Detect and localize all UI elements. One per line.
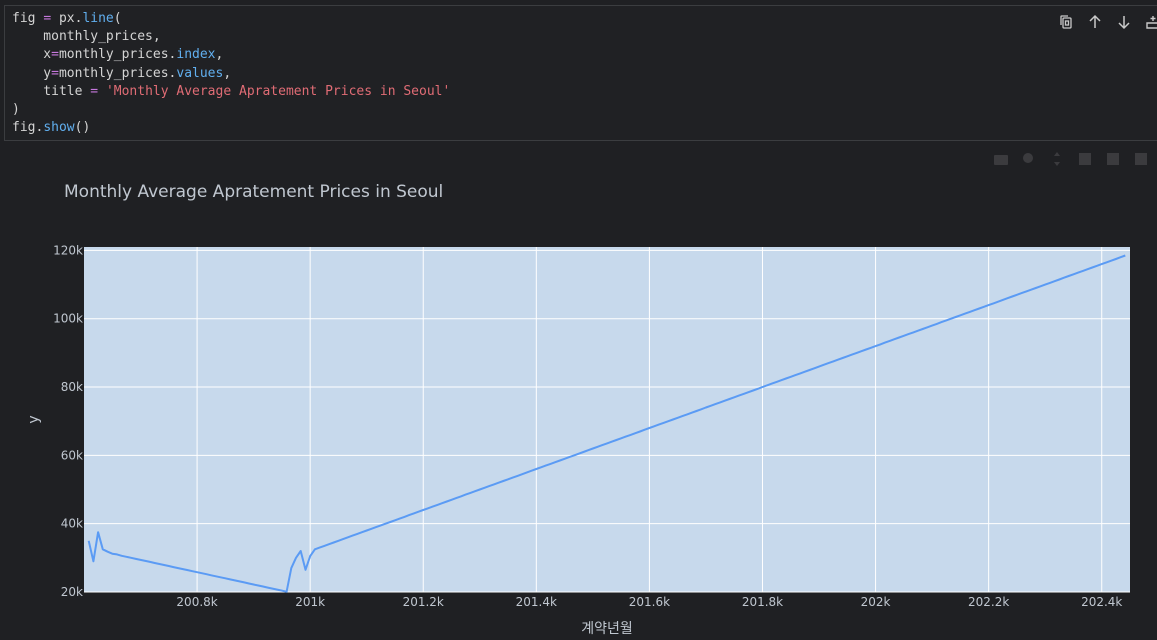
code-token: monthly_prices. [58,47,177,63]
x-tick-label: 202k [861,595,891,609]
autoscale-icon[interactable] [1133,151,1151,167]
plot-area [84,247,1130,592]
cell-output: 200.8k 201k 201.2k 201.4k 201.6k 201.8k 202k 20… [0,141,1157,640]
code-line: ) [12,101,450,119]
code-token: monthly_prices, [12,29,161,45]
code-token: line [82,11,114,26]
x-tick-label: 201.2k [403,595,444,609]
code-token: fig [12,11,44,26]
code-token: 'Monthly Average Apratement Prices in Se… [105,83,451,99]
code-token: , [215,47,224,63]
code-token: monthly_prices. [58,65,177,81]
code-token: = [90,83,99,99]
insert-below-icon[interactable] [1142,11,1157,32]
code-token: x [12,47,52,63]
arrow-up-icon[interactable] [1084,11,1105,32]
y-axis-title: y [26,415,42,423]
code-token: = [51,65,59,81]
zoom-icon[interactable] [1021,151,1039,167]
price-series-line [87,254,1126,593]
y-tick-label: 80k [61,380,83,394]
x-tick-label: 201.8k [742,595,783,609]
y-tick-label: 120k [53,243,83,257]
x-tick-label: 200.8k [176,595,217,609]
code-token: ( [113,11,122,26]
arrow-down-icon[interactable] [1113,11,1134,32]
camera-icon[interactable] [993,151,1011,167]
x-tick-label: 201.4k [516,595,557,609]
cell-toolbar [1055,11,1157,32]
x-tick-label: 202.4k [1081,595,1122,609]
x-tick-label: 201k [295,595,325,609]
plotly-modebar[interactable] [993,151,1151,167]
code-editor[interactable]: fig = px.line( monthly_prices, x=monthly… [12,10,450,137]
code-line: fig.show() [12,119,450,137]
copy-icon[interactable] [1055,11,1076,32]
code-line: x=monthly_prices.index, [12,46,450,64]
x-axis-title: 계약년월 [581,621,633,637]
code-token: = [51,47,59,63]
code-line: fig = px.line( [12,10,450,28]
y-tick-label: 60k [61,448,83,462]
chart-title: Monthly Average Apratement Prices in Seo… [64,182,444,202]
code-token: show [43,120,75,136]
code-token: title [12,83,91,99]
zoom-in-icon[interactable] [1077,151,1095,167]
code-token [98,84,106,99]
y-tick-label: 40k [61,517,83,531]
code-token: () [74,120,91,136]
line-chart[interactable]: 200.8k 201k 201.2k 201.4k 201.6k 201.8k 202k 20… [0,141,1157,640]
code-token: px. [51,11,83,26]
code-token: ) [12,101,20,117]
y-tick-label: 20k [61,585,83,599]
x-tick-label: 202.2k [968,595,1009,609]
x-tick-label: 201.6k [629,595,670,609]
code-line: y=monthly_prices.values, [12,65,450,83]
code-token: index [176,47,216,63]
code-token: values [176,65,224,81]
pan-icon[interactable] [1049,151,1067,167]
code-token: y [12,65,52,81]
code-token: fig. [12,120,44,136]
code-cell[interactable]: fig = px.line( monthly_prices, x=monthly… [4,5,1157,141]
code-token: , [223,65,232,81]
code-token: = [43,11,52,26]
y-tick-label: 100k [53,312,83,326]
zoom-out-icon[interactable] [1105,151,1123,167]
code-line: title = 'Monthly Average Apratement Pric… [12,83,450,101]
code-line: monthly_prices, [12,28,450,46]
